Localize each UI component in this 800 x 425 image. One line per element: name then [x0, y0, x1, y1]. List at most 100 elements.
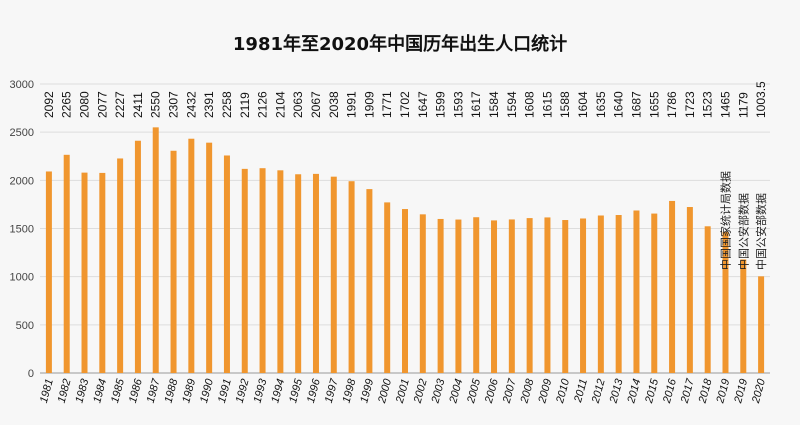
- bar: [170, 150, 177, 373]
- annotation: 中国公安部数据: [736, 193, 750, 270]
- data-label: 1465: [718, 91, 732, 118]
- data-label: 1003.5: [754, 81, 768, 118]
- x-tick-label: 2000: [376, 377, 394, 406]
- bar: [99, 172, 106, 373]
- x-tick-label: 2005: [465, 377, 483, 406]
- x-tick-label: 2012: [590, 378, 608, 406]
- data-label: 1786: [665, 91, 679, 118]
- x-tick-label: 1995: [287, 377, 305, 405]
- bar: [152, 127, 159, 373]
- bar: [491, 220, 498, 373]
- bar: [704, 226, 711, 373]
- x-tick-label: 2011: [572, 378, 590, 405]
- data-label: 1584: [487, 91, 501, 118]
- x-tick-label: 1999: [358, 378, 376, 405]
- bar: [81, 172, 88, 373]
- data-label: 2411: [131, 92, 145, 118]
- data-label: 1599: [434, 91, 448, 118]
- data-label: 1647: [416, 91, 430, 118]
- data-label: 1723: [683, 91, 697, 118]
- x-tick-label: 2013: [607, 377, 625, 406]
- bar: [241, 168, 248, 373]
- bar: [651, 213, 658, 373]
- x-tick-label: 1997: [323, 377, 341, 405]
- data-label: 2063: [291, 91, 305, 118]
- bar: [633, 210, 640, 373]
- data-label: 2077: [95, 91, 109, 118]
- data-label: 1771: [380, 91, 394, 118]
- data-label: 2432: [184, 91, 198, 118]
- data-label: 1991: [345, 91, 359, 118]
- data-label: 1523: [701, 91, 715, 118]
- data-label: 2092: [42, 91, 56, 118]
- x-tick-label: 2014: [625, 378, 643, 406]
- data-label: 1702: [398, 91, 412, 118]
- bar: [473, 217, 480, 373]
- data-label: 1179: [736, 92, 750, 118]
- bar: [206, 142, 213, 373]
- x-tick-label: 1987: [145, 377, 163, 405]
- x-tick-label: 1981: [38, 378, 56, 405]
- bar: [419, 214, 426, 373]
- x-tick-label: 1994: [269, 378, 287, 405]
- data-label: 1640: [612, 91, 626, 118]
- bar: [437, 218, 444, 373]
- bar: [348, 181, 355, 373]
- bar: [562, 220, 569, 373]
- y-tick-label: 500: [16, 320, 34, 332]
- bar: [384, 202, 391, 373]
- bar: [526, 218, 533, 373]
- bar: [669, 200, 676, 373]
- annotation: 中国国家统计局数据: [718, 171, 732, 270]
- x-tick-label: 2004: [447, 378, 465, 406]
- x-tick-label: 2009: [536, 378, 554, 406]
- bar: [455, 219, 462, 373]
- data-label: 2550: [149, 91, 163, 118]
- y-tick-label: 1000: [10, 272, 34, 284]
- bar: [544, 217, 551, 373]
- data-label: 2104: [273, 91, 287, 118]
- data-label: 1593: [451, 91, 465, 118]
- data-label: 2038: [327, 91, 341, 118]
- bar: [295, 174, 302, 373]
- x-tick-label: 1996: [305, 377, 323, 405]
- bar: [758, 276, 765, 373]
- x-tick-label: 1989: [180, 378, 198, 405]
- x-tick-label: 1983: [73, 377, 91, 405]
- bar: [277, 170, 284, 373]
- bar: [223, 155, 230, 373]
- data-label: 2126: [256, 91, 270, 118]
- y-tick-label: 2500: [10, 127, 34, 139]
- data-label: 2119: [238, 92, 252, 118]
- data-label: 2307: [167, 91, 181, 118]
- x-tick-label: 2015: [643, 377, 661, 406]
- x-tick-label: 2018: [696, 377, 714, 406]
- x-tick-label: 2002: [412, 378, 430, 406]
- data-label: 1588: [558, 91, 572, 118]
- bar: [508, 219, 515, 373]
- x-tick-label: 2010: [554, 377, 572, 406]
- data-label: 1604: [576, 91, 590, 118]
- x-tick-label: 1986: [127, 377, 145, 405]
- data-label: 1615: [540, 91, 554, 118]
- data-label: 1635: [594, 91, 608, 118]
- data-label: 1687: [629, 91, 643, 118]
- data-label: 2265: [60, 91, 74, 118]
- bar: [188, 138, 195, 373]
- bar: [740, 259, 747, 373]
- bar: [597, 215, 604, 373]
- data-label: 1617: [469, 91, 483, 118]
- x-tick-label: 2006: [483, 377, 501, 406]
- y-tick-label: 1500: [10, 224, 34, 236]
- x-tick-label: 1992: [234, 378, 252, 405]
- data-label: 2391: [202, 91, 216, 118]
- x-tick-label: 2001: [394, 378, 412, 406]
- x-tick-label: 2019: [714, 378, 732, 406]
- bar: [63, 154, 70, 373]
- bar: [722, 231, 729, 373]
- x-tick-label: 1984: [91, 378, 109, 405]
- bar: [134, 140, 141, 373]
- bar: [330, 176, 337, 373]
- x-tick-label: 2003: [429, 377, 447, 406]
